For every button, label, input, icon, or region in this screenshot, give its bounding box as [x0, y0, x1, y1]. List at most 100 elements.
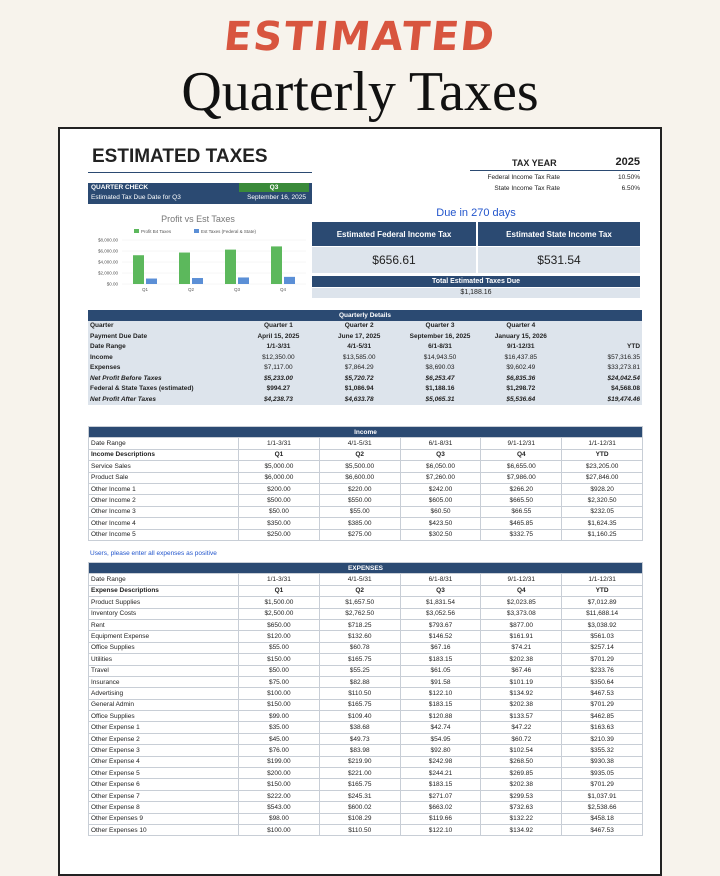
cell: $5,000.00	[238, 460, 320, 473]
label: Estimated Tax Due Date for Q3	[91, 194, 181, 201]
cell: $165.75	[318, 698, 401, 712]
cell: $13,585.00	[318, 352, 400, 363]
cell: 1/1-3/31	[238, 573, 320, 586]
cell: $663.02	[399, 801, 482, 814]
cell: $935.05	[561, 767, 643, 780]
cell: June 17, 2025	[318, 331, 400, 342]
cell: $1,188.16	[399, 383, 481, 394]
cell: $122.10	[399, 687, 482, 700]
row: Expense Descriptions Q1 Q2 Q3 Q4 YTD	[88, 584, 643, 598]
cell: $49.73	[318, 732, 401, 746]
cell: $24,042.54	[561, 373, 643, 384]
title-row: EXPENSES	[88, 561, 643, 575]
table-title: EXPENSES	[88, 561, 643, 575]
cell: $200.00	[238, 482, 320, 496]
cell: 6/1-8/31	[399, 437, 482, 450]
cell: $42.74	[399, 721, 482, 734]
row: Office Supplies $99.00 $109.40 $120.88 $133.…	[88, 710, 643, 723]
cell: $55.00	[238, 641, 320, 655]
row: Other Expense 3 $76.00 $83.98 $92.80 $102.54…	[88, 744, 643, 757]
row: Other Income 2 $500.00 $550.00 $605.00 $665.…	[88, 494, 643, 507]
rule	[88, 172, 312, 173]
cell: $47.22	[480, 721, 563, 734]
row: Rent $650.00 $718.25 $793.67 $877.00 $3,038.9…	[88, 618, 643, 632]
row: Inventory Costs $2,500.00 $2,762.50 $3,052.…	[88, 607, 643, 620]
quarter-check: QUARTER CHECK Q3 Estimated Tax Due Date f…	[88, 183, 312, 204]
cell: $183.15	[399, 698, 482, 712]
row: Date Range 1/1-3/31 4/1-5/31 6/1-8/31 9/1-12…	[88, 573, 643, 586]
row-label: Service Sales	[88, 460, 239, 473]
cell: YTD	[561, 448, 643, 462]
cell: Quarter 4	[480, 320, 562, 331]
row-label: Date Range	[88, 341, 238, 352]
cell: $50.00	[238, 664, 320, 677]
bar	[284, 276, 295, 284]
row-label: Other Expense 2	[88, 732, 239, 746]
cell: $4,238.73	[238, 394, 319, 405]
row: Other Income 4 $350.00 $385.00 $423.50 $465.…	[88, 517, 643, 530]
cell: $1,037.91	[561, 789, 643, 803]
row: Product Supplies $1,500.00 $1,657.50 $1,831…	[88, 596, 643, 609]
cell: $100.00	[238, 687, 320, 700]
cell: $994.27	[238, 383, 319, 394]
box-value: $1,188.16	[312, 288, 640, 298]
cell: $6,655.00	[480, 460, 563, 473]
cell: $423.50	[399, 517, 482, 530]
cell: YTD	[561, 341, 643, 352]
box-header: Total Estimated Taxes Due	[312, 276, 640, 287]
bar	[225, 249, 236, 284]
cell: $3,038.92	[561, 618, 643, 632]
cell: $2,320.50	[561, 494, 643, 507]
cell: $27,846.00	[561, 471, 643, 484]
cell: $83.98	[318, 744, 401, 757]
row-label: General Admin	[88, 698, 239, 712]
cell: $718.25	[318, 618, 401, 632]
cell: Q3	[399, 584, 482, 598]
cell: $4,633.78	[318, 394, 400, 405]
cell: $45.00	[238, 732, 320, 746]
cell: $500.00	[238, 494, 320, 507]
cell: $122.10	[399, 823, 482, 837]
cell: $134.92	[480, 687, 563, 700]
cell: $202.38	[480, 698, 563, 712]
chart-title: Profit vs Est Taxes	[161, 214, 235, 224]
cell	[561, 331, 643, 342]
cell: $133.57	[480, 710, 563, 723]
legend-swatch	[134, 229, 139, 233]
title-row: Quarterly Details	[88, 310, 643, 321]
tax-year: 2025	[615, 156, 640, 168]
cell: 4/1-5/31	[318, 573, 401, 586]
cell: $245.31	[318, 789, 401, 803]
row: Office Supplies $55.00 $60.78 $67.16 $74.21 $…	[88, 641, 643, 655]
row: Income $12,350.00 $13,585.00 $14,943.50 $16,…	[88, 352, 643, 363]
cell: $55.00	[318, 505, 401, 519]
cell: Q2	[318, 448, 401, 462]
cell: $66.55	[480, 505, 563, 519]
cell: $163.63	[561, 721, 643, 734]
cell: $11,688.14	[561, 607, 643, 620]
row-label: Expense Descriptions	[88, 584, 239, 598]
cell: $561.03	[561, 630, 643, 643]
cell: $150.00	[238, 653, 320, 666]
cell: $2,762.50	[318, 607, 401, 620]
row: Other Expense 8 $543.00 $600.02 $663.02 $732…	[88, 801, 643, 814]
box-value: $531.54	[478, 247, 640, 273]
rate-value: 6.50%	[621, 185, 640, 192]
cell: $332.75	[480, 528, 563, 541]
cell: $76.00	[238, 744, 320, 757]
cell: Q4	[480, 584, 563, 598]
row: Other Expense 2 $45.00 $49.73 $54.95 $60.72 $…	[88, 732, 643, 746]
cell: $35.00	[238, 721, 320, 734]
cell: 9/1-12/31	[480, 437, 563, 450]
row: Net Profit Before Taxes $5,233.00 $5,720.7…	[88, 373, 643, 384]
cell: 1/1-12/31	[561, 573, 643, 586]
row-label: Other Income 5	[88, 528, 239, 541]
cell: $1,298.72	[480, 383, 562, 394]
row-label: Equipment Expense	[88, 630, 239, 643]
cell: $183.15	[399, 653, 482, 666]
cell: $6,000.00	[238, 471, 320, 484]
cell: $467.53	[561, 823, 643, 837]
cell: $462.85	[561, 710, 643, 723]
cell: $271.07	[399, 789, 482, 803]
